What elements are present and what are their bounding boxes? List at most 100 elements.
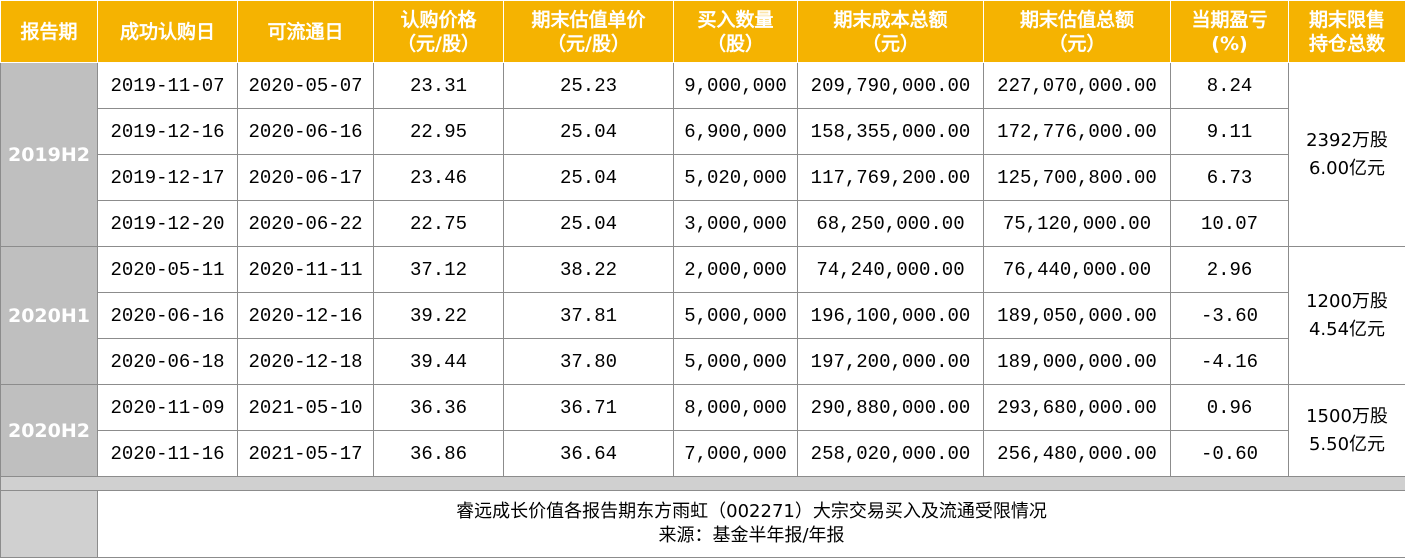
value-cell: 125,700,800.00 (983, 154, 1171, 201)
value-cell: 36.86 (373, 430, 504, 477)
spacer-cell (0, 476, 1405, 491)
value-cell: 117,769,200.00 (797, 154, 984, 201)
cell-line: 可流通日 (267, 20, 344, 43)
value-cell: 2019-11-07 (97, 62, 238, 109)
header-row: 报告期 成功认购日 可流通日 认购价格 （元/股） 期末估值单价 （元/股） 买入数量 （股）期… (0, 0, 1405, 63)
cell-line: 认购价格 (400, 8, 477, 31)
cell-line: 期末限售 (1308, 8, 1385, 31)
value-cell: 36.64 (503, 430, 674, 477)
value-cell: 5,000,000 (673, 338, 798, 385)
value-cell: 7,000,000 (673, 430, 798, 477)
value-cell: -4.16 (1170, 338, 1289, 385)
value-cell: 9,000,000 (673, 62, 798, 109)
value-cell: 290,880,000.00 (797, 384, 984, 431)
total-cell: 2392万股 6.00亿元 (1288, 62, 1405, 247)
value-cell: 2020-05-11 (97, 246, 238, 293)
period-cell: 2020H2 (0, 384, 98, 477)
cell-line: 当期盈亏 (1191, 8, 1268, 31)
value-cell: 3,000,000 (673, 200, 798, 247)
cell-line: （股） (706, 32, 764, 55)
value-cell: 25.04 (503, 108, 674, 155)
footer-source: 来源：基金半年报/年报 (658, 525, 845, 546)
value-cell: 293,680,000.00 (983, 384, 1171, 431)
value-cell: 258,020,000.00 (797, 430, 984, 477)
value-cell: 2020-12-16 (237, 292, 374, 339)
value-cell: 2019-12-16 (97, 108, 238, 155)
header-cell: 可流通日 (237, 0, 374, 63)
cell-line: （元） (861, 32, 919, 55)
cell-line: 1200万股 (1306, 290, 1388, 312)
footer-caption: 睿远成长价值各报告期东方雨虹（002271）大宗交易买入及流通受限情况 (456, 501, 1047, 522)
value-cell: 68,250,000.00 (797, 200, 984, 247)
value-cell: 209,790,000.00 (797, 62, 984, 109)
value-cell: 37.80 (503, 338, 674, 385)
value-cell: 22.95 (373, 108, 504, 155)
value-cell: 8,000,000 (673, 384, 798, 431)
value-cell: 158,355,000.00 (797, 108, 984, 155)
value-cell: 37.81 (503, 292, 674, 339)
value-cell: 39.22 (373, 292, 504, 339)
value-cell: -0.60 (1170, 430, 1289, 477)
value-cell: 196,100,000.00 (797, 292, 984, 339)
cell-line: 5.50亿元 (1308, 433, 1386, 455)
cell-line: 成功认购日 (119, 20, 215, 43)
header-cell: 期末估值单价 （元/股） (503, 0, 674, 63)
cell-line: 持仓总数 (1308, 32, 1385, 55)
spacer-row (0, 476, 1405, 491)
data-row: 2020-11-16 2021-05-17 36.86 36.64 7,000,000 2… (1, 430, 1405, 477)
value-cell: 25.04 (503, 200, 674, 247)
data-row: 2020-06-18 2020-12-18 39.44 37.80 5,000,000 1… (1, 338, 1405, 385)
period-cell: 2019H2 (0, 62, 98, 247)
data-row: 2020-06-16 2020-12-16 39.22 37.81 5,000,000 1… (1, 292, 1405, 339)
value-cell: 9.11 (1170, 108, 1289, 155)
footer-cell: 睿远成长价值各报告期东方雨虹（002271）大宗交易买入及流通受限情况 来源：基金… (97, 490, 1405, 558)
value-cell: 2,000,000 (673, 246, 798, 293)
value-cell: 172,776,000.00 (983, 108, 1171, 155)
data-row: 2019H2 2019-11-07 2020-05-07 23.31 25.23 9,00… (0, 62, 1405, 247)
data-row: 2020H1 2020-05-11 2020-11-11 37.12 38.22 2,00… (0, 246, 1405, 385)
cell-line: 1500万股 (1306, 405, 1388, 427)
value-cell: 0.96 (1170, 384, 1289, 431)
value-cell: 189,050,000.00 (983, 292, 1171, 339)
value-cell: 38.22 (503, 246, 674, 293)
value-cell: 36.71 (503, 384, 674, 431)
period-cell: 2020H1 (0, 246, 98, 385)
data-row: 2019-12-20 2020-06-22 22.75 25.04 3,000,000 6… (1, 200, 1405, 247)
value-cell: 75,120,000.00 (983, 200, 1171, 247)
value-cell: 2021-05-10 (237, 384, 374, 431)
cell-line: （元） (1048, 32, 1106, 55)
total-cell: 1500万股 5.50亿元 (1288, 384, 1405, 477)
value-cell: 2021-05-17 (237, 430, 374, 477)
value-cell: 8.24 (1170, 62, 1289, 109)
cell-line: 4.54亿元 (1308, 318, 1386, 340)
cell-line: （元/股） (397, 32, 480, 55)
cell-line: 期末成本总额 (833, 8, 948, 31)
header-cell: 期末限售 持仓总数 (1288, 0, 1405, 63)
value-cell: 2020-12-18 (237, 338, 374, 385)
value-cell: 2020-06-22 (237, 200, 374, 247)
total-cell: 1200万股 4.54亿元 (1288, 246, 1405, 385)
header-cell: 期末估值总额 （元） (983, 0, 1171, 63)
header-cell: 认购价格 （元/股） (373, 0, 504, 63)
value-cell: 2020-06-16 (97, 292, 238, 339)
cell-line: （元/股） (547, 32, 630, 55)
value-cell: 5,000,000 (673, 292, 798, 339)
cell-line: 6.00亿元 (1308, 157, 1386, 179)
value-cell: 5,020,000 (673, 154, 798, 201)
value-cell: 74,240,000.00 (797, 246, 984, 293)
value-cell: 2020-06-18 (97, 338, 238, 385)
header-cell: 成功认购日 (97, 0, 238, 63)
value-cell: 2020-11-09 (97, 384, 238, 431)
value-cell: 23.31 (373, 62, 504, 109)
cell-line: 期末估值单价 (531, 8, 646, 31)
value-cell: 76,440,000.00 (983, 246, 1171, 293)
cell-line: (%) (1211, 32, 1248, 55)
value-cell: 2020-11-11 (237, 246, 374, 293)
header-cell: 当期盈亏 (%) (1170, 0, 1289, 63)
header-cell: 期末成本总额 （元） (797, 0, 984, 63)
value-cell: 36.36 (373, 384, 504, 431)
value-cell: 23.46 (373, 154, 504, 201)
value-cell: 25.04 (503, 154, 674, 201)
